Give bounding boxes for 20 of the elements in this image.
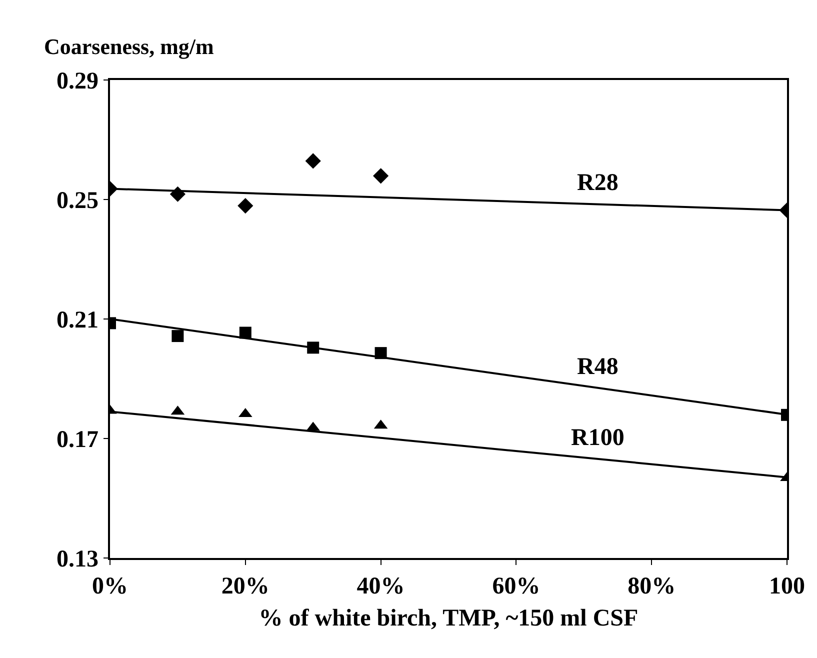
x-tick-label: 100 [769,574,805,600]
x-tick-label: 20% [221,574,270,600]
point [172,330,184,342]
series-label: R28 [577,170,618,196]
y-tick-label: 0.25 [56,188,98,214]
point [305,153,321,169]
x-tick-label: 0% [92,574,128,600]
y-tick-label: 0.29 [56,68,98,94]
point [238,198,254,214]
series-label: R48 [577,354,618,380]
x-tick-label: 80% [628,574,676,600]
series-label: R100 [571,425,624,451]
point [373,168,389,184]
y-axis-title: Coarseness, mg/m [44,34,214,59]
y-tick-label: 0.21 [56,307,98,334]
x-tick-label: 40% [356,574,405,600]
y-tick-label: 0.17 [56,426,98,453]
x-axis-title: % of white birch, TMP, ~150 ml CSF [258,605,638,632]
x-tick-label: 60% [492,574,540,600]
y-tick-label: 0.13 [56,546,98,572]
